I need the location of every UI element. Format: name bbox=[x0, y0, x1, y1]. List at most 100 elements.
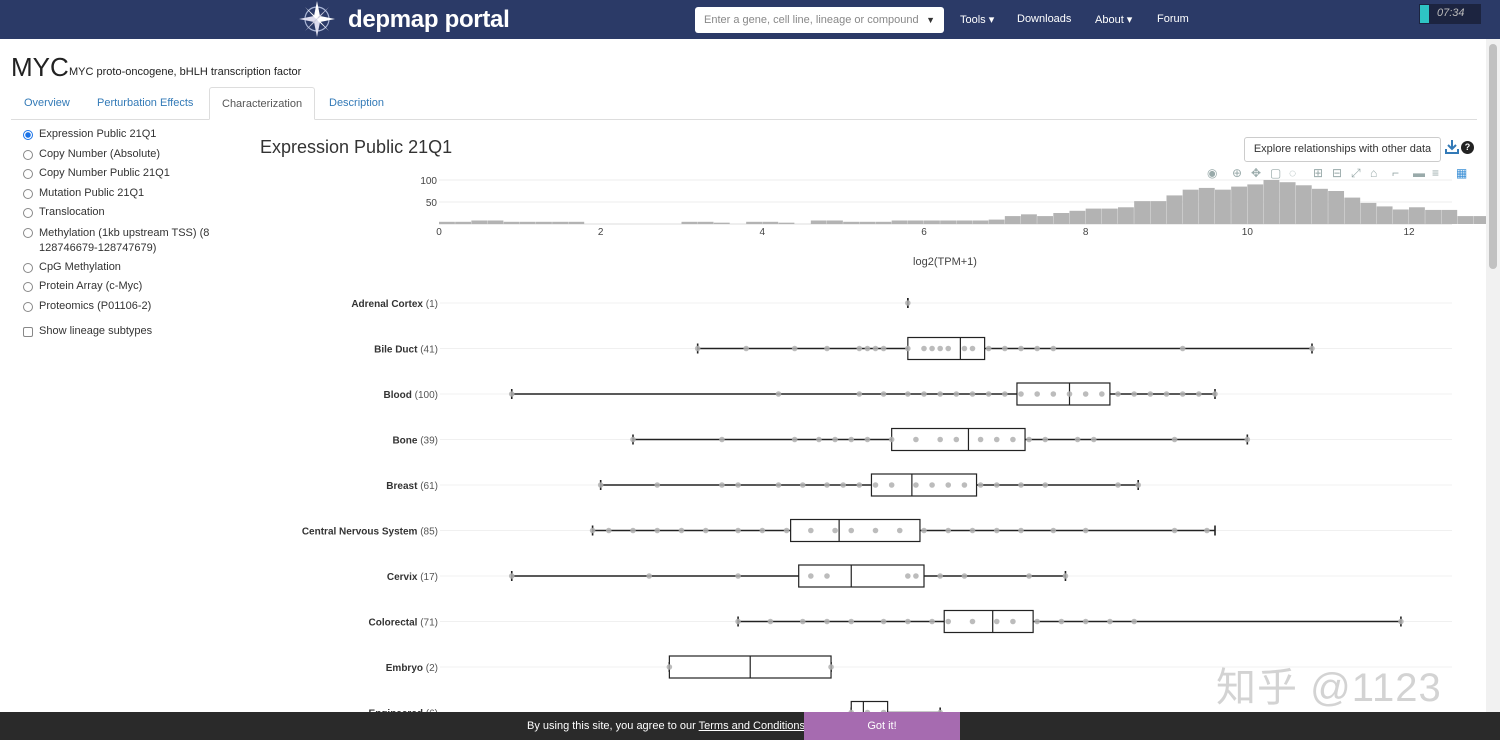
nav-tools[interactable]: Tools ▾ bbox=[960, 14, 995, 26]
option-translocation[interactable]: Translocation bbox=[23, 206, 105, 218]
hist-bar bbox=[713, 222, 730, 224]
radio-icon[interactable] bbox=[23, 208, 33, 218]
zoom-icon[interactable]: ⊕ bbox=[1232, 166, 1243, 180]
box-select-icon[interactable]: ▢ bbox=[1270, 166, 1282, 180]
data-point bbox=[880, 345, 887, 352]
data-point bbox=[864, 709, 871, 712]
help-icon[interactable]: ? bbox=[1461, 141, 1474, 154]
chevron-down-icon[interactable]: ▼ bbox=[926, 15, 935, 25]
global-search-input[interactable]: Enter a gene, cell line, lineage or comp… bbox=[695, 7, 944, 33]
data-point bbox=[630, 436, 636, 443]
hist-bar bbox=[1392, 209, 1409, 224]
terms-link[interactable]: Terms and Conditions bbox=[698, 720, 806, 732]
camera-icon[interactable]: ◉ bbox=[1207, 166, 1218, 180]
depmap-logo[interactable]: depmap portal bbox=[290, 0, 510, 39]
lasso-icon[interactable]: ◌ bbox=[1289, 166, 1297, 180]
data-point bbox=[880, 618, 887, 625]
hist-bar bbox=[1215, 189, 1231, 224]
tab-description[interactable]: Description bbox=[329, 97, 385, 109]
hist-bar bbox=[1457, 216, 1474, 224]
hist-bar bbox=[1021, 214, 1037, 224]
data-point bbox=[1147, 391, 1154, 397]
data-point bbox=[1179, 345, 1186, 352]
radio-icon[interactable] bbox=[23, 302, 33, 312]
hist-bar bbox=[1150, 201, 1167, 224]
data-point bbox=[678, 527, 685, 534]
box-iqr bbox=[1016, 382, 1111, 406]
data-point bbox=[977, 482, 984, 488]
hist-bar bbox=[746, 221, 763, 224]
gene-full-name: MYC proto-oncogene, bHLH transcription f… bbox=[69, 66, 302, 78]
hist-bar bbox=[1473, 216, 1486, 224]
data-point bbox=[880, 709, 887, 712]
show-lineage-subtypes[interactable]: Show lineage subtypes bbox=[23, 325, 152, 337]
zoom-in-icon[interactable]: ⊞ bbox=[1313, 166, 1324, 180]
data-point bbox=[1034, 391, 1040, 397]
data-point bbox=[856, 482, 863, 488]
data-point bbox=[848, 709, 855, 712]
data-point bbox=[1034, 618, 1040, 625]
zoom-out-icon[interactable]: ⊟ bbox=[1332, 166, 1343, 180]
hist-x-axis-label: log2(TPM+1) bbox=[913, 256, 977, 268]
data-point bbox=[993, 618, 1000, 625]
option-methylation[interactable]: Methylation (1kb upstream TSS) (8 128746… bbox=[23, 226, 213, 256]
nav-forum[interactable]: Forum bbox=[1157, 13, 1189, 25]
option-expression[interactable]: Expression Public 21Q1 bbox=[23, 128, 156, 140]
cookie-banner: By using this site, you agree to our Ter… bbox=[0, 712, 1500, 740]
expression-chart: 50 100 0 2 4 6 8 10 12 log2(TPM+1) Adrenal Cortex … bbox=[302, 176, 1486, 712]
option-cpg-methylation[interactable]: CpG Methylation bbox=[23, 261, 121, 273]
data-point bbox=[1090, 436, 1097, 443]
data-point bbox=[1099, 391, 1105, 397]
data-point bbox=[735, 482, 741, 488]
hover-compare-icon[interactable]: ≡ bbox=[1432, 166, 1440, 180]
data-point bbox=[816, 436, 822, 443]
nav-downloads[interactable]: Downloads bbox=[1017, 13, 1072, 25]
checkbox-icon[interactable] bbox=[23, 327, 33, 337]
hist-bar bbox=[1053, 213, 1070, 224]
option-copy-number-absolute[interactable]: Copy Number (Absolute) bbox=[23, 148, 160, 160]
radio-icon[interactable] bbox=[23, 150, 33, 160]
radio-icon[interactable] bbox=[23, 228, 33, 238]
plot-title: Expression Public 21Q1 bbox=[260, 137, 453, 157]
autoscale-icon[interactable]: ⤢ bbox=[1351, 166, 1361, 180]
radio-icon[interactable] bbox=[23, 282, 33, 292]
data-point bbox=[735, 527, 741, 534]
radio-icon[interactable] bbox=[23, 169, 33, 179]
explore-relationships-button[interactable]: Explore relationships with other data bbox=[1244, 137, 1441, 162]
scrollbar-thumb[interactable] bbox=[1489, 44, 1497, 269]
option-proteomics[interactable]: Proteomics (P01106-2) bbox=[23, 300, 151, 312]
home-icon[interactable]: ⌂ bbox=[1370, 166, 1378, 180]
option-mutation[interactable]: Mutation Public 21Q1 bbox=[23, 187, 144, 199]
hist-bar bbox=[859, 221, 876, 224]
data-point bbox=[1042, 436, 1049, 443]
box-iqr bbox=[798, 564, 925, 588]
data-point bbox=[929, 345, 935, 352]
tab-perturbation-effects[interactable]: Perturbation Effects bbox=[97, 97, 194, 109]
option-protein-array[interactable]: Protein Array (c-Myc) bbox=[23, 280, 142, 292]
data-point bbox=[945, 527, 952, 534]
pan-icon[interactable]: ✥ bbox=[1251, 166, 1262, 180]
data-point bbox=[824, 482, 830, 488]
hist-bar bbox=[810, 220, 827, 224]
nav-about[interactable]: About ▾ bbox=[1095, 14, 1133, 26]
data-point bbox=[905, 300, 911, 306]
data-point bbox=[945, 482, 952, 488]
hover-closest-icon[interactable]: ▬ bbox=[1413, 166, 1425, 180]
data-point bbox=[1018, 482, 1024, 488]
radio-icon[interactable] bbox=[23, 130, 33, 140]
plotly-logo-icon[interactable]: ▦ bbox=[1456, 166, 1468, 180]
data-point bbox=[1204, 527, 1210, 534]
download-icon[interactable] bbox=[1445, 139, 1459, 155]
cookie-accept-button[interactable]: Got it! bbox=[804, 712, 960, 740]
lineage-label: Cervix (17) bbox=[387, 572, 438, 583]
radio-icon[interactable] bbox=[23, 263, 33, 273]
spike-icon[interactable]: ⌐ bbox=[1392, 166, 1400, 180]
option-copy-number-public[interactable]: Copy Number Public 21Q1 bbox=[23, 167, 170, 179]
page-tabs: Overview Perturbation Effects Characteri… bbox=[11, 87, 1477, 120]
tab-overview[interactable]: Overview bbox=[24, 97, 70, 109]
box-iqr bbox=[790, 518, 921, 543]
data-point bbox=[832, 436, 838, 443]
tab-characterization[interactable]: Characterization bbox=[209, 87, 316, 120]
hist-bar bbox=[487, 220, 504, 224]
radio-icon[interactable] bbox=[23, 189, 33, 199]
